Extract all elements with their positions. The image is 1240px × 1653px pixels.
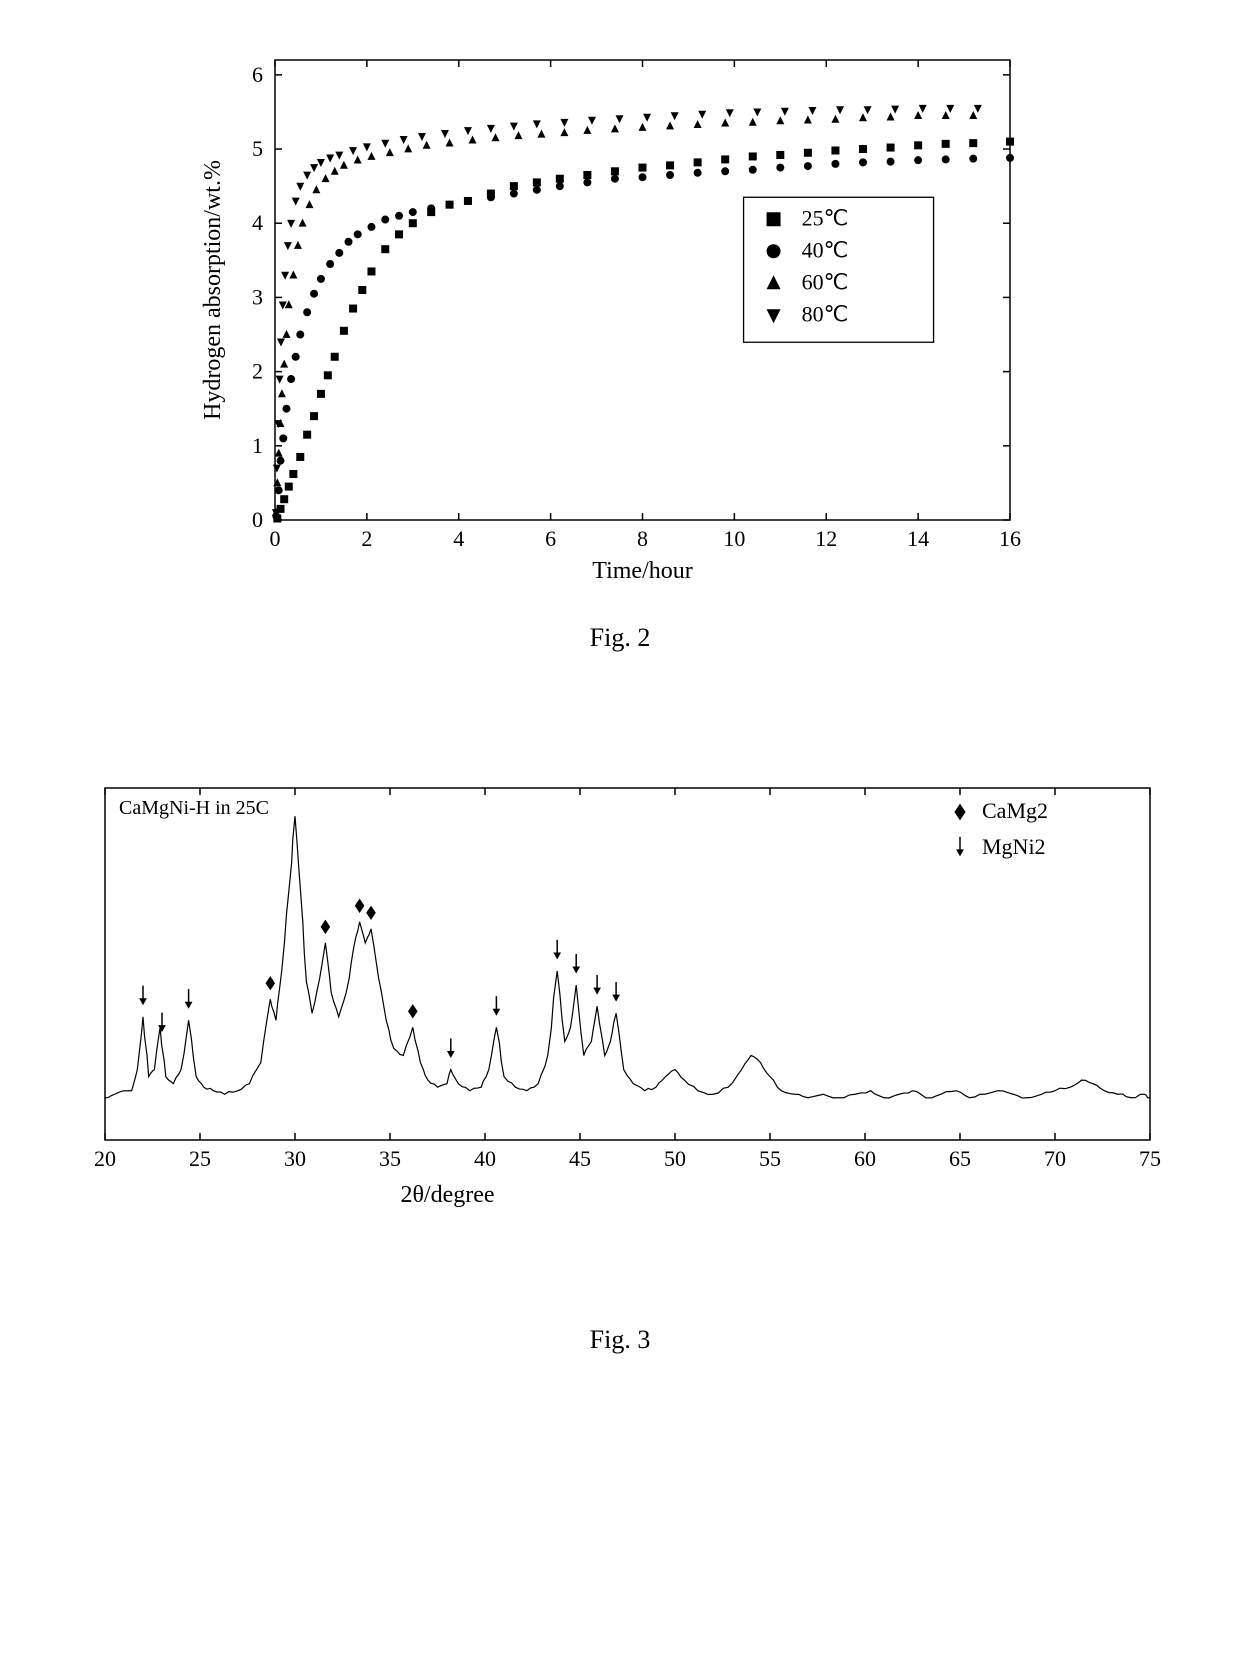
svg-text:70: 70 [1044,1146,1066,1171]
svg-text:6: 6 [545,526,556,551]
figure-3-caption: Fig. 3 [0,1325,1240,1355]
svg-text:25℃: 25℃ [802,205,849,230]
svg-text:65: 65 [949,1146,971,1171]
svg-text:3: 3 [252,284,263,309]
figure-2-block: 02468101214160123456Time/hourHydrogen ab… [0,40,1240,653]
svg-text:20: 20 [94,1146,116,1171]
svg-text:CaMgNi-H in 25C: CaMgNi-H in 25C [119,797,269,819]
svg-text:0: 0 [252,507,263,532]
svg-text:12: 12 [815,526,837,551]
svg-text:MgNi2: MgNi2 [982,834,1046,859]
svg-text:2: 2 [361,526,372,551]
svg-text:10: 10 [723,526,745,551]
svg-text:45: 45 [569,1146,591,1171]
svg-text:4: 4 [453,526,464,551]
svg-text:8: 8 [637,526,648,551]
svg-text:50: 50 [664,1146,686,1171]
svg-text:30: 30 [284,1146,306,1171]
svg-text:60℃: 60℃ [802,269,849,294]
svg-text:6: 6 [252,62,263,87]
svg-text:CaMg2: CaMg2 [982,798,1048,823]
svg-text:2θ/degree: 2θ/degree [400,1182,494,1208]
figure-3-chart-wrap: 20 25 30 35 40 45 50 55 60 65 70 75 2θ/degree CaMgNi-… [65,770,1175,1255]
svg-text:80℃: 80℃ [802,301,849,326]
svg-text:60: 60 [854,1146,876,1171]
figure-3-chart: 20 25 30 35 40 45 50 55 60 65 70 75 2θ/degree CaMgNi-… [65,770,1175,1250]
svg-text:75: 75 [1139,1146,1161,1171]
svg-text:16: 16 [999,526,1021,551]
svg-text:5: 5 [252,136,263,161]
svg-text:0: 0 [270,526,281,551]
svg-text:Time/hour: Time/hour [592,558,692,584]
svg-text:14: 14 [907,526,929,551]
svg-text:4: 4 [252,210,263,235]
figure-2-caption: Fig. 2 [0,623,1240,653]
svg-text:55: 55 [759,1146,781,1171]
figure-3-block: 20 25 30 35 40 45 50 55 60 65 70 75 2θ/degree CaMgNi-… [0,770,1240,1355]
svg-text:40℃: 40℃ [802,237,849,262]
svg-text:2: 2 [252,359,263,384]
figure-2-chart: 02468101214160123456Time/hourHydrogen ab… [180,40,1060,610]
figure-2-chart-wrap: 02468101214160123456Time/hourHydrogen ab… [180,40,1060,615]
svg-text:1: 1 [252,433,263,458]
svg-text:35: 35 [379,1146,401,1171]
svg-text:Hydrogen absorption/wt.%: Hydrogen absorption/wt.% [200,160,226,420]
svg-text:40: 40 [474,1146,496,1171]
svg-text:25: 25 [189,1146,211,1171]
page: 02468101214160123456Time/hourHydrogen ab… [0,0,1240,1653]
